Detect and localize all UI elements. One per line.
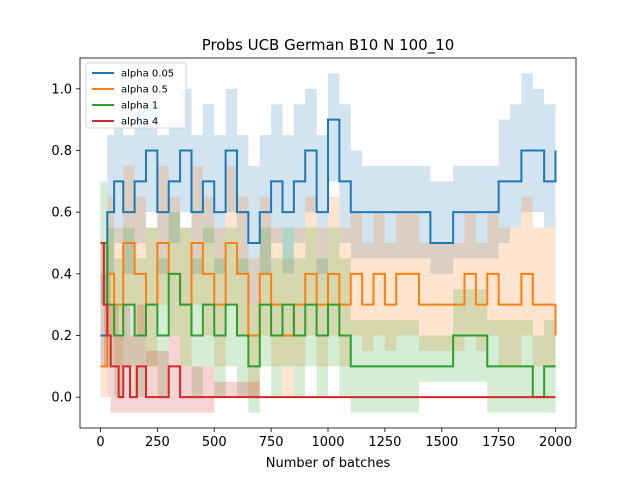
- x-tick-label: 2000: [539, 435, 572, 450]
- y-tick-label: 0.0: [51, 391, 72, 406]
- y-axis: 0.0 0.2 0.4 0.6 0.8 1.0: [51, 82, 80, 406]
- y-tick-label: 0.2: [51, 329, 72, 344]
- y-tick-label: 0.8: [51, 144, 72, 159]
- line-alpha-0-05: [100, 118, 557, 337]
- series-lines: [100, 118, 557, 399]
- chart-title: Probs UCB German B10 N 100_10: [202, 36, 455, 55]
- x-tick-label: 250: [145, 435, 170, 450]
- legend-label-alpha-0-05: alpha 0.05: [121, 69, 174, 80]
- x-axis: 0 250 500 750 1000 1250 1500 1750 2000: [96, 428, 572, 450]
- legend-label-alpha-1: alpha 1: [121, 101, 158, 112]
- y-tick-label: 0.6: [51, 206, 72, 221]
- x-tick-label: 1750: [482, 435, 515, 450]
- legend-box: [85, 62, 187, 129]
- x-tick-label: 750: [259, 435, 284, 450]
- y-tick-label: 1.0: [51, 82, 72, 97]
- x-tick-label: 1000: [311, 435, 344, 450]
- y-tick-label: 0.4: [51, 267, 72, 282]
- x-tick-label: 500: [202, 435, 227, 450]
- legend-label-alpha-4: alpha 4: [121, 117, 158, 128]
- x-tick-label: 1500: [425, 435, 458, 450]
- x-axis-label: Number of batches: [266, 456, 391, 471]
- line-alpha-1: [100, 242, 556, 399]
- legend-label-alpha-0-5: alpha 0.5: [121, 85, 168, 96]
- line-alpha-4: [100, 242, 556, 399]
- x-tick-label: 1250: [368, 435, 401, 450]
- x-tick-label: 0: [96, 435, 104, 450]
- line-alpha-0-5: [100, 242, 557, 368]
- legend: alpha 0.05 alpha 0.5 alpha 1 alpha 4: [85, 62, 187, 129]
- band-alpha-0-05: [100, 73, 556, 367]
